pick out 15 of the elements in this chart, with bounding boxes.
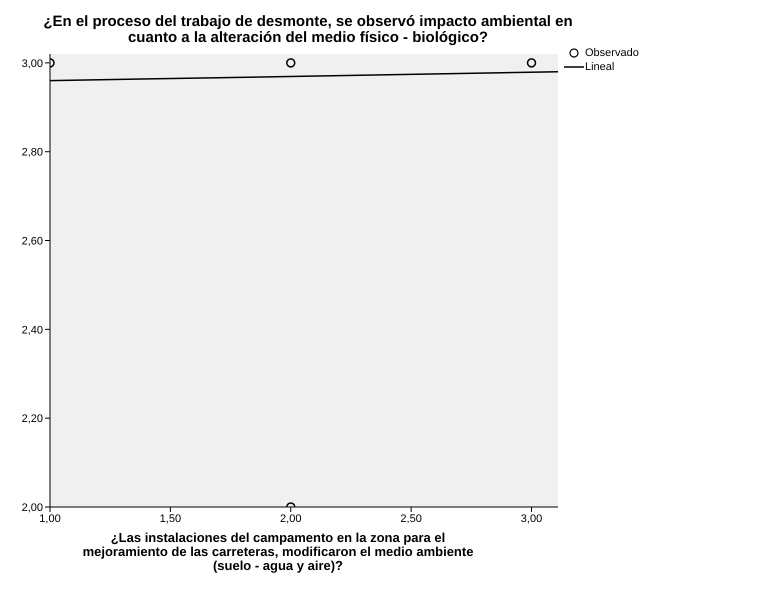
chart-title: ¿En el proceso del trabajo de desmonte, se observó impacto ambiental en cuanto a la alteración del medio físico - biológico? (42, 12, 574, 46)
x-tick-label: 2,00 (280, 512, 302, 525)
y-tick-label: 2,80 (22, 146, 43, 159)
x-axis-title: ¿Las instalaciones del campamento en la zona para el mejoramiento de las carreteras, modificaron el medio ambiente (suelo - agua y aire)? (82, 530, 474, 573)
x-tick-label: 3,00 (520, 512, 542, 525)
x-tick-label: 1,50 (160, 512, 182, 525)
legend-label: Lineal (585, 61, 614, 73)
y-tick-label: 2,60 (22, 235, 43, 248)
x-tick-label: 1,00 (39, 512, 61, 525)
y-tick-label: 3,00 (22, 58, 43, 70)
y-tick-label: 2,40 (22, 324, 43, 336)
legend-label: Observado (585, 47, 639, 59)
x-tick-label: 2,50 (400, 512, 422, 525)
y-tick-label: 2,00 (22, 502, 43, 514)
y-tick-label: 2,20 (22, 413, 43, 426)
